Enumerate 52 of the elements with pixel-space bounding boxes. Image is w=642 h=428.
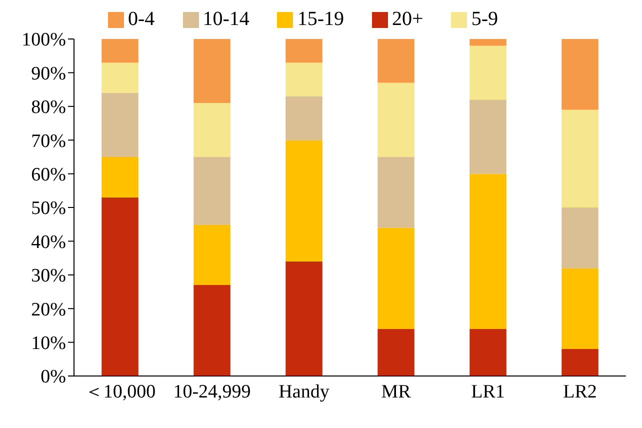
bar [194,156,230,224]
bar [286,261,322,376]
bar [378,328,414,376]
y-tick-label: 30% [31,266,66,287]
bar [470,39,506,46]
bar [286,39,322,63]
y-tick-label: 10% [31,333,66,354]
y-tick-label: 90% [31,63,66,84]
x-tick-label: LR1 [471,381,505,402]
y-tick-label: 20% [31,299,66,320]
bar [378,82,414,157]
y-tick-label: 40% [31,232,66,253]
bar [286,62,322,96]
x-tick-label: 10-24,999 [173,381,251,402]
bar [194,224,230,286]
bar [102,197,138,376]
bar [562,268,598,350]
bar [378,228,414,329]
bar [470,328,506,376]
bar [470,46,506,100]
legend-label: 5-9 [471,8,498,30]
y-tick-label: 70% [31,130,66,152]
bar [378,156,414,228]
x-tick-label: ＜10,000 [84,381,156,402]
bar [194,285,230,376]
bar [470,100,506,174]
y-tick-label: 80% [31,97,66,118]
bar [286,140,322,262]
bar [102,92,138,157]
y-tick-label: 50% [31,198,66,220]
bar [194,39,230,104]
y-tick-label: 60% [31,164,66,186]
bar [102,39,138,63]
bar [378,39,414,83]
bar [286,96,322,140]
bar [562,39,598,110]
bar [562,349,598,376]
legend-label: 0-4 [128,8,155,30]
legend-label: 15-19 [297,8,344,30]
bar [562,110,598,208]
bar [102,156,138,198]
bar [102,62,138,93]
legend-label: 10-14 [202,8,250,30]
legend-label: 20+ [392,8,424,30]
y-tick-label: 0% [40,366,66,388]
bar [470,174,506,329]
bar [562,208,598,268]
x-tick-label: Handy [278,381,330,402]
y-tick-label: 100% [22,30,66,51]
x-tick-label: MR [381,381,412,402]
x-tick-label: LR2 [563,381,597,402]
bar [194,103,230,157]
